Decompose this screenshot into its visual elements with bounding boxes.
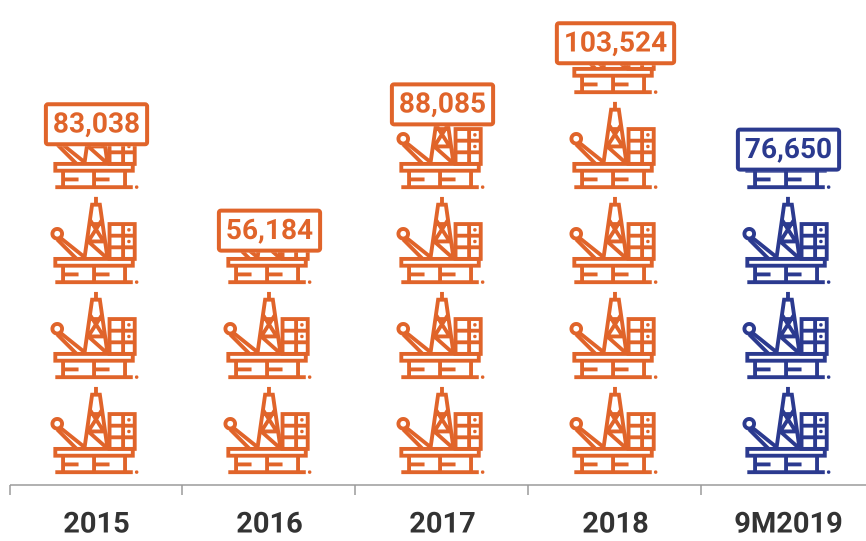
value-label-box xyxy=(389,82,496,127)
value-label: 76,650 xyxy=(745,132,832,165)
icon-bar xyxy=(396,126,487,476)
value-label-box xyxy=(43,102,150,147)
value-label: 83,038 xyxy=(53,107,140,140)
x-tick-label: 2017 xyxy=(409,507,476,541)
value-label: 56,184 xyxy=(226,213,313,246)
x-tick-label: 2018 xyxy=(582,507,649,541)
x-tick-label: 2016 xyxy=(236,507,303,541)
value-label-box xyxy=(735,127,842,172)
value-label-box xyxy=(554,21,677,66)
icon-bar xyxy=(50,146,141,475)
x-tick-label: 2015 xyxy=(63,507,130,541)
icon-bar xyxy=(569,65,660,475)
x-tick-label: 9M2019 xyxy=(734,507,843,541)
value-label-box xyxy=(216,208,323,253)
value-label: 103,524 xyxy=(564,26,667,59)
value-label: 88,085 xyxy=(399,87,486,120)
